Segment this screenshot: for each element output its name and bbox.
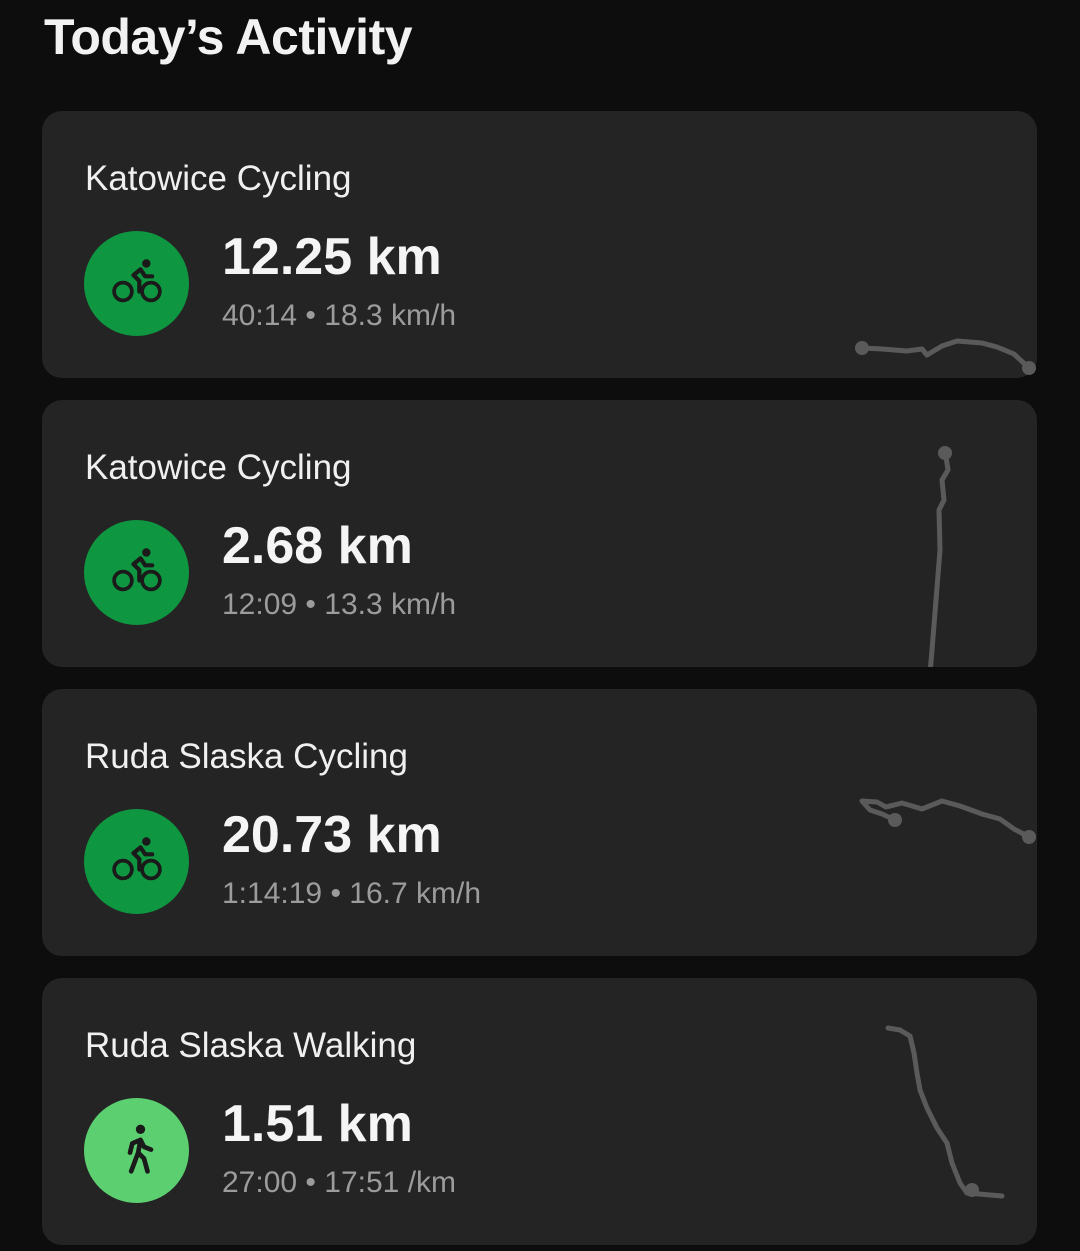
activity-pace: 17:51 /km <box>324 1166 457 1199</box>
activity-name: Ruda Slaska Cycling <box>85 737 408 776</box>
activity-pace: 18.3 km/h <box>324 299 457 332</box>
page-title: Today’s Activity <box>44 9 413 65</box>
walking-icon <box>109 1120 165 1181</box>
bicycle-icon <box>109 253 165 314</box>
activity-name: Katowice Cycling <box>85 159 352 198</box>
activity-type-badge <box>84 231 189 336</box>
activity-stats: 40:14 • 18.3 km/h <box>222 299 456 333</box>
activity-card[interactable]: Ruda Slaska Cycling 20.73 km 1:14:19 • 1… <box>42 689 1037 956</box>
bicycle-icon <box>109 831 165 892</box>
route-map-thumbnail <box>859 798 1036 844</box>
activity-duration: 40:14 <box>222 299 298 332</box>
separator: • <box>305 1166 316 1199</box>
activity-type-badge <box>84 520 189 625</box>
activity-pace: 16.7 km/h <box>349 877 482 910</box>
activity-pace: 13.3 km/h <box>324 588 457 621</box>
activity-card[interactable]: Katowice Cycling 2.68 km 12:09 • 13.3 km… <box>42 400 1037 667</box>
activity-type-badge <box>84 1098 189 1203</box>
activity-card[interactable]: Katowice Cycling 12.25 km 40:14 • 18.3 k… <box>42 111 1037 378</box>
route-map-thumbnail <box>855 338 1036 375</box>
activity-distance: 2.68 km <box>222 517 413 575</box>
activity-stats: 27:00 • 17:51 /km <box>222 1166 456 1200</box>
bicycle-icon <box>109 542 165 603</box>
activity-duration: 1:14:19 <box>222 877 323 910</box>
activity-duration: 12:09 <box>222 588 298 621</box>
separator: • <box>330 877 341 910</box>
activity-card[interactable]: Ruda Slaska Walking 1.51 km 27:00 • 17:5… <box>42 978 1037 1245</box>
separator: • <box>305 588 316 621</box>
route-map-thumbnail <box>885 1025 1005 1199</box>
activity-distance: 1.51 km <box>222 1095 413 1153</box>
activity-stats: 1:14:19 • 16.7 km/h <box>222 877 481 911</box>
activity-duration: 27:00 <box>222 1166 298 1199</box>
activity-stats: 12:09 • 13.3 km/h <box>222 588 456 622</box>
activity-name: Katowice Cycling <box>85 448 352 487</box>
route-map-thumbnail <box>928 446 952 667</box>
activity-name: Ruda Slaska Walking <box>85 1026 417 1065</box>
activity-type-badge <box>84 809 189 914</box>
separator: • <box>305 299 316 332</box>
activity-distance: 20.73 km <box>222 806 442 864</box>
activity-distance: 12.25 km <box>222 228 442 286</box>
